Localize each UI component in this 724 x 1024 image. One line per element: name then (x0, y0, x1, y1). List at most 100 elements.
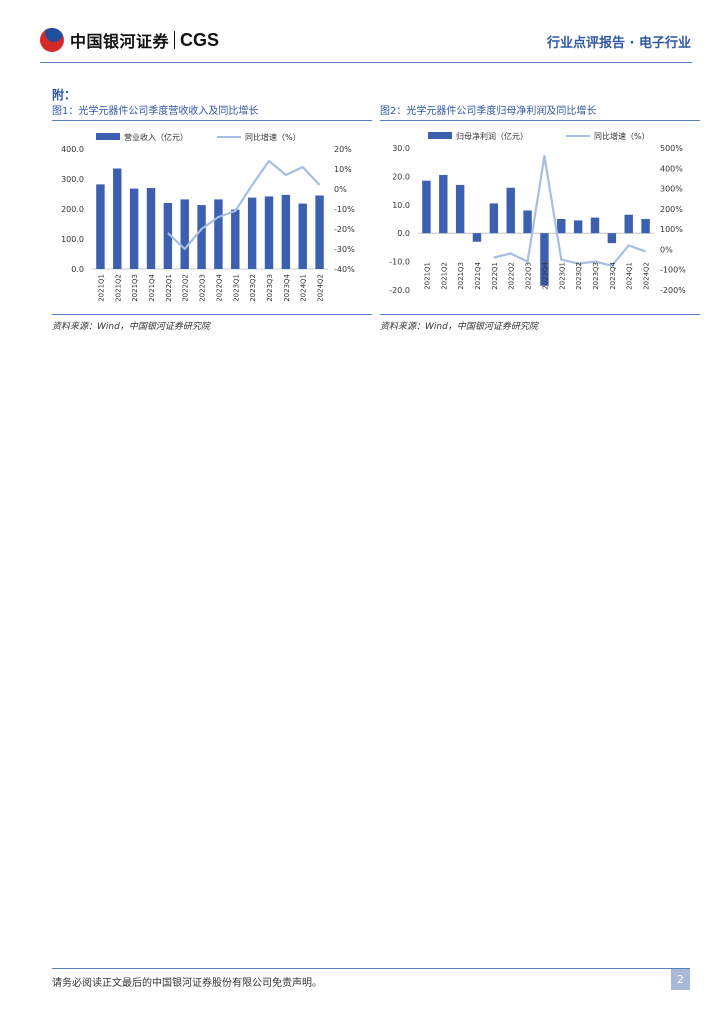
revenue-chart: 营业收入（亿元） 同比增速（%） 400.0 300.0 200.0 100.0 0.0 20… (61, 132, 355, 302)
brand-logo-icon (40, 28, 64, 52)
growth-line (167, 159, 321, 251)
bar (590, 217, 600, 234)
category-tick-label: 2023Q4 (283, 273, 291, 301)
bar (472, 233, 482, 242)
footer-disclaimer: 请务必阅读正文最后的中国银河证券股份有限公司免责声明。 (52, 978, 322, 989)
bar (146, 188, 156, 269)
bar (214, 199, 223, 269)
bar (422, 180, 431, 234)
right-axis-tick-label: 0% (334, 185, 347, 194)
category-tick-label: 2022Q3 (525, 262, 533, 290)
page-number: 2 (671, 969, 690, 990)
right-axis-tick-label: -40% (334, 265, 355, 274)
right-axis-tick-label: -100% (660, 266, 686, 275)
brand-name-cn: 中国银河证券 (70, 32, 170, 51)
right-axis-tick-label: -30% (334, 245, 355, 254)
right-axis-tick-label: -200% (660, 286, 686, 295)
brand-divider (174, 31, 176, 49)
category-tick-label: 2023Q1 (558, 262, 566, 290)
appendix-label: 附： (52, 88, 77, 102)
brand-logo: 中国银河证券 CGS (40, 27, 219, 53)
right-axis-tick-label: 300% (660, 185, 683, 194)
right-axis-tick-label: -20% (334, 225, 355, 234)
category-tick-label: 2023Q1 (232, 274, 240, 302)
figure-title: 图1：光学元器件公司季度营收收入及同比增长 (52, 102, 372, 121)
category-tick-label: 2021Q3 (131, 274, 139, 302)
figure-source: 资料来源：Wind，中国银河证券研究院 (380, 322, 538, 332)
right-axis-tick-label: 200% (660, 205, 683, 214)
source-divider (380, 314, 700, 315)
left-axis-tick-label: 0.0 (71, 265, 84, 274)
right-axis-tick-label: 500% (660, 144, 683, 153)
legend-line-label: 同比增速（%） (245, 132, 301, 142)
bar (113, 168, 122, 269)
category-tick-label: 2023Q4 (609, 261, 617, 289)
left-axis-tick-label: 200.0 (61, 205, 84, 214)
left-axis-tick-label: 30.0 (392, 144, 410, 153)
header-divider (40, 62, 692, 63)
bar (298, 203, 307, 269)
bar (641, 219, 650, 234)
bar (523, 210, 532, 234)
bar (231, 209, 240, 269)
left-axis-tick-label: 0.0 (397, 229, 410, 238)
category-tick-label: 2023Q2 (249, 274, 257, 302)
bar (607, 233, 617, 244)
bar (163, 203, 173, 269)
legend-bar-swatch (428, 132, 452, 139)
category-tick-label: 2021Q1 (97, 274, 105, 302)
left-axis-tick-label: -20.0 (389, 286, 410, 295)
category-tick-label: 2021Q2 (440, 262, 448, 290)
category-tick-label: 2022Q3 (199, 274, 207, 302)
brand-name-en: CGS (180, 29, 220, 50)
bar (439, 174, 448, 234)
category-tick-label: 2024Q1 (300, 274, 308, 302)
bar (315, 195, 324, 269)
category-tick-label: 2023Q3 (592, 262, 600, 290)
bar (96, 184, 105, 269)
bar (506, 187, 515, 234)
legend-bar-label: 归母净利润（亿元） (456, 131, 528, 141)
legend-line-label: 同比增速（%） (594, 131, 650, 141)
bar (264, 196, 274, 269)
left-axis-tick-label: 300.0 (61, 175, 84, 184)
net-profit-chart: 归母净利润（亿元） 同比增速（%） 30.0 20.0 10.0 0.0 -10.0 -20.… (389, 131, 686, 295)
right-axis-tick-label: 20% (334, 145, 352, 154)
bar (557, 219, 566, 234)
growth-line (493, 154, 646, 267)
bar (455, 184, 465, 234)
legend-bar-swatch (96, 133, 120, 140)
figure-2: 图2：光学元器件公司季度归母净利润及同比增长 归母净利润（亿元） 同比增速（%） 3… (380, 102, 700, 332)
right-axis-tick-label: 100% (660, 225, 683, 234)
category-tick-label: 2024Q2 (643, 262, 651, 290)
bar (624, 214, 633, 234)
right-axis-tick-label: 10% (334, 165, 352, 174)
bar (489, 203, 499, 234)
category-tick-label: 2021Q2 (114, 274, 122, 302)
left-axis-tick-label: 10.0 (392, 201, 410, 210)
bar (540, 233, 549, 286)
figure-1: 图1：光学元器件公司季度营收收入及同比增长 营业收入（亿元） 同比增速（%） 400… (52, 102, 372, 332)
category-tick-label: 2022Q2 (508, 262, 516, 290)
left-axis-tick-label: 400.0 (61, 145, 84, 154)
bar (247, 197, 257, 269)
category-tick-label: 2021Q1 (423, 262, 431, 290)
right-axis-tick-label: 0% (660, 245, 673, 254)
left-axis-tick-label: -10.0 (389, 258, 410, 267)
bar (197, 205, 206, 269)
category-tick-label: 2021Q3 (457, 262, 465, 290)
category-tick-label: 2024Q1 (626, 262, 634, 290)
bar (129, 188, 139, 269)
page-header: 中国银河证券 CGS 行业点评报告 · 电子行业 (0, 0, 724, 63)
category-tick-label: 2021Q4 (148, 273, 156, 301)
left-axis-tick-label: 20.0 (392, 172, 410, 181)
category-tick-label: 2022Q2 (182, 274, 190, 302)
source-divider (52, 314, 372, 315)
category-tick-label: 2021Q4 (474, 261, 482, 289)
category-tick-label: 2024Q2 (317, 274, 325, 302)
category-tick-label: 2022Q1 (491, 262, 499, 290)
report-type: 行业点评报告 · 电子行业 (547, 36, 691, 51)
category-tick-label: 2022Q4 (541, 261, 549, 289)
figure-source: 资料来源：Wind，中国银河证券研究院 (52, 322, 210, 332)
category-tick-label: 2023Q3 (266, 274, 274, 302)
